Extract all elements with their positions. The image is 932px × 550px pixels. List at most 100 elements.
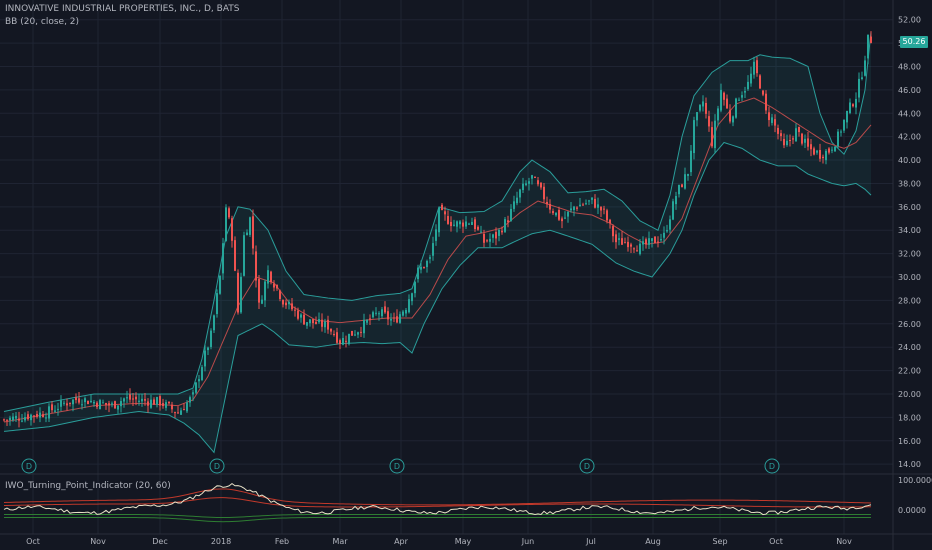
candle-body xyxy=(693,120,695,154)
candle-body xyxy=(78,398,80,403)
y-tick-label: 32.00 xyxy=(898,250,921,259)
candle-body xyxy=(156,397,158,405)
candle-body xyxy=(762,90,764,95)
x-month-label: Feb xyxy=(275,537,289,546)
dividend-marker xyxy=(579,458,595,474)
candle-body xyxy=(312,319,314,324)
candle-body xyxy=(561,218,563,222)
candle-body xyxy=(159,396,161,406)
candle-body xyxy=(426,260,428,268)
candle-body xyxy=(396,316,398,323)
candle-body xyxy=(288,301,290,305)
candle-body xyxy=(99,400,101,410)
candle-body xyxy=(516,197,518,204)
dividend-marker-label: D xyxy=(394,462,400,471)
candle-body xyxy=(861,77,863,79)
bb-study-label[interactable]: BB (20, close, 2) xyxy=(5,17,80,27)
candle-body xyxy=(210,330,212,347)
candle-body xyxy=(12,416,14,421)
candle-body xyxy=(252,216,254,249)
candle-body xyxy=(867,34,869,59)
candle-body xyxy=(408,299,410,313)
candle-body xyxy=(282,299,284,305)
indicator-label[interactable]: IWO_Turning_Point_Indicator (20, 60) xyxy=(5,481,171,491)
dividend-marker-label: D xyxy=(26,462,32,471)
candle-body xyxy=(447,216,449,224)
candle-body xyxy=(540,182,542,188)
candle-body xyxy=(273,283,275,288)
candle-body xyxy=(738,99,740,101)
x-month-label: Jun xyxy=(521,537,535,546)
candle-body xyxy=(336,332,338,343)
candle-body xyxy=(492,234,494,238)
candle-body xyxy=(51,404,53,411)
candle-body xyxy=(453,224,455,226)
candle-body xyxy=(810,144,812,150)
candle-body xyxy=(138,400,140,402)
candle-body xyxy=(27,414,29,420)
x-month-label: Oct xyxy=(26,537,40,546)
y-tick-label: 42.00 xyxy=(898,133,921,142)
candle-body xyxy=(54,410,56,412)
candle-body xyxy=(354,334,356,336)
candle-body xyxy=(111,403,113,405)
candle-body xyxy=(153,399,155,405)
candle-body xyxy=(705,102,707,114)
osc-lower-band-2 xyxy=(4,517,871,523)
candle-body xyxy=(189,397,191,403)
candle-body xyxy=(633,248,635,250)
x-month-label: Mar xyxy=(332,537,348,546)
candle-body xyxy=(243,235,245,276)
candle-body xyxy=(234,240,236,271)
candle-body xyxy=(471,221,473,225)
y-tick-label: 28.00 xyxy=(898,296,921,305)
candle-body xyxy=(582,204,584,206)
candle-body xyxy=(732,116,734,123)
candle-body xyxy=(648,238,650,245)
candle-body xyxy=(33,415,35,417)
candle-body xyxy=(246,232,248,236)
candle-body xyxy=(750,73,752,84)
candle-body xyxy=(849,102,851,114)
candle-body xyxy=(6,419,8,421)
candle-body xyxy=(330,328,332,332)
candle-body xyxy=(237,272,239,313)
candle-body xyxy=(753,61,755,75)
candle-body xyxy=(393,317,395,319)
candle-body xyxy=(834,146,836,152)
candle-body xyxy=(534,177,536,179)
candle-body xyxy=(129,394,131,400)
candle-body xyxy=(225,207,227,242)
candle-body xyxy=(684,174,686,189)
candle-body xyxy=(441,204,443,211)
candle-body xyxy=(192,392,194,395)
candle-body xyxy=(729,110,731,122)
candle-body xyxy=(120,401,122,407)
candle-body xyxy=(375,312,377,314)
candle-body xyxy=(285,302,287,306)
candle-body xyxy=(339,340,341,345)
candle-body xyxy=(726,98,728,109)
candle-body xyxy=(381,309,383,317)
candle-body xyxy=(105,402,107,405)
candle-body xyxy=(675,195,677,205)
osc-line xyxy=(3,483,872,516)
candle-body xyxy=(531,175,533,179)
candle-body xyxy=(723,92,725,100)
candle-body xyxy=(267,270,269,284)
candle-body xyxy=(300,314,302,318)
candle-body xyxy=(405,309,407,314)
candle-body xyxy=(102,402,104,404)
candle-body xyxy=(186,402,188,412)
candle-body xyxy=(618,238,620,240)
candle-body xyxy=(495,231,497,239)
candle-body xyxy=(372,312,374,318)
candle-body xyxy=(297,310,299,319)
x-month-label: May xyxy=(455,537,472,546)
candle-body xyxy=(135,396,137,400)
candle-body xyxy=(402,311,404,316)
candle-body xyxy=(432,243,434,256)
candle-body xyxy=(831,149,833,151)
